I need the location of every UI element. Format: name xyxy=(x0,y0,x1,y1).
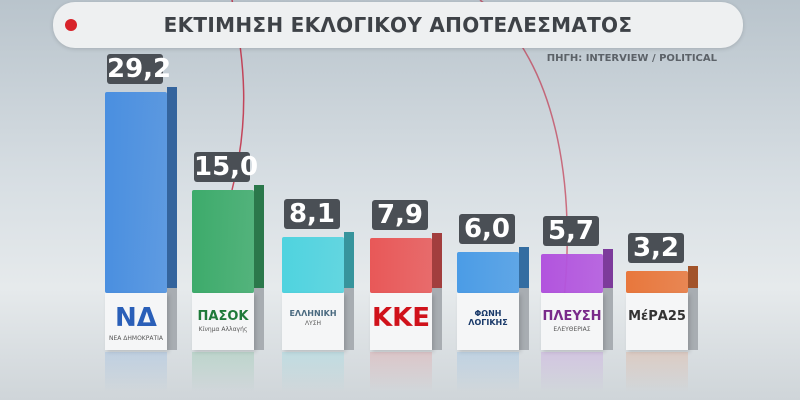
value-label: 3,2 xyxy=(628,232,684,263)
reflection xyxy=(105,352,167,392)
reflection xyxy=(457,352,519,392)
party-logo: ΝΔ ΝΕΑ ΔΗΜΟΚΡΑΤΙΑ xyxy=(105,303,167,342)
party-logo-subtext: ΝΕΑ ΔΗΜΟΚΡΑΤΙΑ xyxy=(108,335,163,342)
party-logo-subtext: ΛΥΣΗ xyxy=(304,320,322,327)
logo-box-side xyxy=(603,288,613,350)
party-logo-box: ΚΚΕ xyxy=(370,293,432,350)
bar xyxy=(457,251,519,293)
party-logo: ΠΑΣΟΚ Κίνημα Αλλαγής xyxy=(192,309,254,333)
party-logo-text: ΝΔ xyxy=(115,303,157,333)
logo-box-side xyxy=(167,288,177,350)
value-label: 5,7 xyxy=(543,215,599,246)
reflection xyxy=(282,352,344,392)
bar-side xyxy=(519,246,529,288)
logo-box-side xyxy=(432,288,442,350)
value-label: 8,1 xyxy=(284,199,340,230)
reflection xyxy=(541,352,603,392)
party-logo: ΕΛΛΗΝΙΚΗ ΛΥΣΗ xyxy=(282,309,344,327)
party-logo-text: ΠΑΣΟΚ xyxy=(197,309,249,324)
logo-box-side xyxy=(688,288,698,350)
bar xyxy=(282,237,344,293)
bar-side xyxy=(254,184,264,288)
bar xyxy=(626,270,688,293)
bar-side xyxy=(603,248,613,288)
party-logo-subtext: ΕΛΕΥΘΕΡΙΑΣ xyxy=(553,326,591,333)
party-logo-subtext: Κίνημα Αλλαγής xyxy=(198,326,248,333)
bar-side xyxy=(688,265,698,288)
party-logo: ΚΚΕ xyxy=(370,303,432,333)
value-label: 6,0 xyxy=(459,213,515,244)
party-logo: ΜέΡΑ25 xyxy=(626,309,688,324)
bar-side xyxy=(432,233,442,288)
value-label: 15,0 xyxy=(194,151,259,182)
party-logo: ΠΛΕΥΣΗ ΕΛΕΥΘΕΡΙΑΣ xyxy=(541,309,603,333)
reflection xyxy=(626,352,688,392)
value-label: 29,2 xyxy=(107,53,172,84)
party-logo-box: ΕΛΛΗΝΙΚΗ ΛΥΣΗ xyxy=(282,293,344,350)
source-label: ΠΗΓΗ: INTERVIEW / POLITICAL xyxy=(546,53,717,64)
value-label: 7,9 xyxy=(372,200,428,231)
bar xyxy=(370,238,432,293)
party-logo-box: ΠΛΕΥΣΗ ΕΛΕΥΘΕΡΙΑΣ xyxy=(541,293,603,350)
reflection xyxy=(192,352,254,392)
bar-side xyxy=(167,86,177,288)
party-logo-box: ΜέΡΑ25 xyxy=(626,293,688,350)
party-logo-text: ΜέΡΑ25 xyxy=(628,309,686,324)
party-logo-box: ΝΔ ΝΕΑ ΔΗΜΟΚΡΑΤΙΑ xyxy=(105,293,167,350)
party-logo-text: ΚΚΕ xyxy=(371,303,431,333)
party-logo-text: ΦΩΝΗ ΛΟΓΙΚΗΣ xyxy=(468,309,508,327)
title-bar: ΕΚΤΙΜΗΣΗ ΕΚΛΟΓΙΚΟΥ ΑΠΟΤΕΛΕΣΜΑΤΟΣ xyxy=(53,2,743,48)
bar-side xyxy=(344,232,354,288)
reflection xyxy=(370,352,432,392)
bar xyxy=(192,189,254,293)
logo-box-side xyxy=(254,288,264,350)
logo-box-side xyxy=(344,288,354,350)
party-logo-box: ΠΑΣΟΚ Κίνημα Αλλαγής xyxy=(192,293,254,350)
bar xyxy=(541,253,603,293)
party-logo-text: ΕΛΛΗΝΙΚΗ xyxy=(289,309,337,318)
party-logo: ΦΩΝΗ ΛΟΓΙΚΗΣ xyxy=(457,309,519,327)
bar xyxy=(105,91,167,293)
chart-title: ΕΚΤΙΜΗΣΗ ΕΚΛΟΓΙΚΟΥ ΑΠΟΤΕΛΕΣΜΑΤΟΣ xyxy=(163,13,633,37)
live-dot-icon xyxy=(65,19,77,31)
party-logo-text: ΠΛΕΥΣΗ xyxy=(542,309,602,324)
logo-box-side xyxy=(519,288,529,350)
party-logo-box: ΦΩΝΗ ΛΟΓΙΚΗΣ xyxy=(457,293,519,350)
